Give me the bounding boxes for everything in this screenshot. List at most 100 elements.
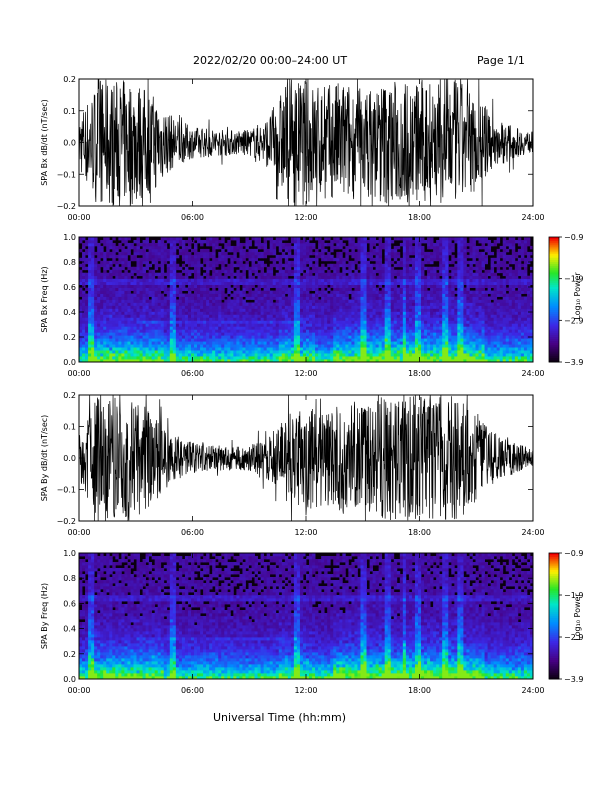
spectrogram-cell — [366, 239, 370, 244]
spectrogram-cell — [94, 332, 98, 336]
spectrogram-cell — [466, 296, 470, 300]
spectrogram-cell — [169, 239, 174, 244]
spectrogram-cell — [197, 260, 201, 265]
spectrogram-cell — [145, 284, 150, 288]
spectrogram-cell — [230, 266, 234, 271]
spectrogram-cell — [242, 248, 246, 253]
spectrogram-cell — [357, 237, 361, 241]
spectrogram-cell — [421, 293, 425, 297]
spectrogram-cell — [242, 332, 246, 336]
spectrogram-cell — [372, 308, 377, 312]
spectrogram-cell — [127, 248, 131, 253]
spectrogram-cell — [399, 299, 404, 303]
spectrogram-cell — [448, 242, 452, 247]
spectrogram-cell — [118, 341, 122, 345]
spectrogram-cell — [115, 320, 119, 324]
spectrogram-cell — [451, 266, 455, 271]
spectrogram-cell — [260, 278, 265, 283]
spectrogram-cell — [321, 248, 325, 253]
spectrogram-cell — [384, 359, 389, 363]
spectrogram-cell — [245, 287, 249, 291]
spectrogram-cell — [154, 296, 159, 300]
spectrogram-cell — [230, 287, 234, 291]
spectrogram-cell — [287, 299, 292, 303]
spectrogram-cell — [405, 353, 410, 357]
spectrogram-cell — [236, 245, 240, 250]
spectrogram-cell — [166, 287, 171, 291]
spectrogram-cell — [345, 353, 349, 357]
spectrogram-cell — [390, 341, 395, 345]
spectrogram-cell — [184, 344, 189, 348]
spectrogram-cell — [88, 266, 92, 271]
spectrogram-cell — [127, 284, 131, 288]
spectrogram-cell — [363, 269, 367, 274]
spectrogram-cell — [384, 302, 389, 306]
spectrogram-cell — [299, 323, 304, 327]
spectrogram-cell — [345, 329, 349, 333]
spectrogram-cell — [427, 356, 431, 360]
spectrogram-cell — [436, 287, 440, 291]
spectrogram-cell — [287, 287, 292, 291]
spectrogram-cell — [166, 293, 171, 297]
spectrogram-cell — [318, 278, 322, 283]
spectrogram-cell — [348, 260, 352, 265]
spectrogram-cell — [342, 275, 346, 280]
spectrogram-cell — [402, 278, 407, 283]
spectrogram-cell — [421, 356, 425, 360]
spectrogram-cell — [212, 275, 216, 280]
spectrogram-cell — [88, 269, 92, 274]
spectrogram-cell — [172, 260, 177, 265]
spectrogram-cell — [402, 308, 407, 312]
spectrogram-cell — [324, 284, 328, 288]
spectrogram-cell — [330, 356, 334, 360]
spectrogram-cell — [330, 299, 334, 303]
spectrogram-cell — [408, 314, 413, 318]
spectrogram-cell — [333, 344, 337, 348]
spectrogram-cell — [109, 284, 113, 288]
spectrogram-cell — [209, 335, 213, 339]
spectrogram-cell — [272, 335, 277, 339]
spectrogram-cell — [184, 293, 189, 297]
spectrogram-cell — [142, 293, 146, 297]
spectrogram-cell — [327, 272, 331, 277]
spectrogram-cell — [457, 272, 461, 277]
spectrogram-cell — [112, 317, 116, 321]
spectrogram-cell — [372, 237, 377, 241]
spectrogram-cell — [206, 308, 210, 312]
spectrogram-cell — [103, 335, 107, 339]
spectrogram-cell — [299, 293, 304, 297]
spectrogram-cell — [121, 320, 125, 324]
spectrogram-cell — [393, 299, 398, 303]
spectrogram-cell — [448, 329, 452, 333]
spectrogram-cell — [299, 308, 304, 312]
spectrogram-cell — [203, 305, 207, 309]
spectrogram-cell — [342, 278, 346, 283]
spectrogram-cell — [136, 260, 140, 265]
spectrogram-cell — [224, 269, 228, 274]
spectrogram-cell — [309, 248, 313, 253]
spectrogram-cell — [115, 314, 119, 318]
spectrogram-cell — [166, 320, 171, 324]
spectrogram-cell — [378, 320, 383, 324]
spectrogram-cell — [100, 311, 104, 315]
spectrogram-cell — [366, 317, 370, 321]
spectrogram-cell — [284, 302, 289, 306]
spectrogram-cell — [433, 344, 437, 348]
spectrogram-cell — [345, 359, 349, 363]
spectrogram-cell — [278, 323, 283, 327]
spectrogram-cell — [148, 299, 153, 303]
spectrogram-cell — [154, 257, 159, 262]
spectrogram-cell — [218, 350, 222, 354]
spectrogram-cell — [218, 296, 222, 300]
spectrogram-cell — [124, 251, 128, 256]
spectrogram-cell — [206, 338, 210, 342]
spectrogram-cell — [272, 302, 277, 306]
spectrogram-cell — [414, 320, 419, 324]
spectrogram-cell — [233, 350, 237, 354]
spectrogram-cell — [445, 317, 449, 321]
spectrogram-cell — [151, 305, 156, 309]
spectrogram-cell — [333, 332, 337, 336]
spectrogram-cell — [306, 260, 310, 265]
spectrogram-cell — [408, 278, 413, 283]
spectrogram-cell — [184, 299, 189, 303]
